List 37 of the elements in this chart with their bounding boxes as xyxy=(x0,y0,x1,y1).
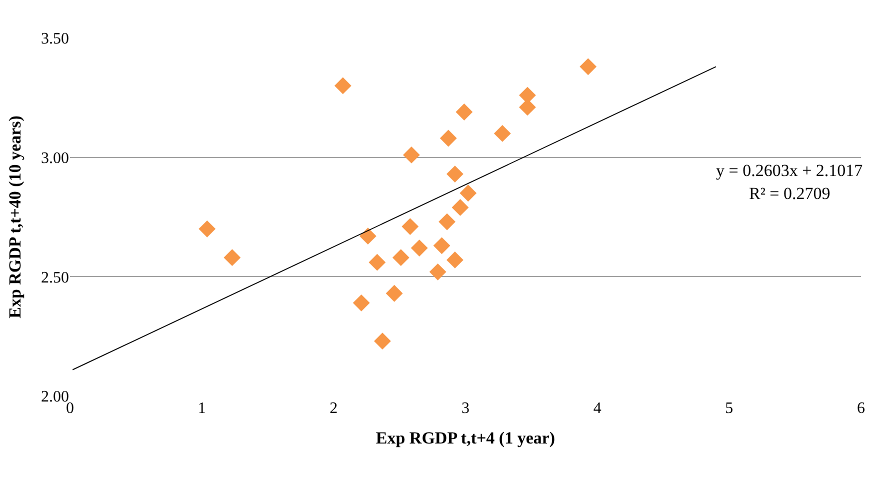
x-tick-label: 6 xyxy=(857,400,865,417)
point xyxy=(392,249,410,266)
x-tick-label: 2 xyxy=(330,400,338,417)
point xyxy=(580,58,597,76)
y-tick-label: 2.50 xyxy=(41,269,69,286)
point xyxy=(433,237,450,254)
point xyxy=(368,254,386,271)
point xyxy=(386,284,403,302)
x-tick-label: 0 xyxy=(66,400,74,417)
point xyxy=(460,184,477,202)
x-tick-label: 1 xyxy=(198,400,206,417)
x-tick-label: 3 xyxy=(462,400,470,417)
point xyxy=(410,240,428,256)
point xyxy=(334,77,352,94)
annotation: R² = 0.2709 xyxy=(749,184,830,203)
x-tick-label: 5 xyxy=(725,400,734,417)
point xyxy=(429,263,446,280)
x-axis-title: Exp RGDP t,t+4 (1 year) xyxy=(376,428,556,448)
point xyxy=(403,146,420,164)
y-axis-title: Exp RGDP t,t+40 (10 years) xyxy=(6,116,25,318)
y-tick-label: 3.50 xyxy=(41,30,69,48)
point xyxy=(359,228,376,245)
y-tick-label: 3.00 xyxy=(41,150,69,167)
annotation: y = 0.2603x + 2.1017 xyxy=(716,161,864,180)
point xyxy=(402,218,419,235)
point xyxy=(494,125,511,142)
point xyxy=(456,104,473,120)
point xyxy=(446,166,464,182)
point xyxy=(452,199,469,216)
x-tick-label: 4 xyxy=(593,400,602,417)
point xyxy=(440,130,457,147)
point xyxy=(374,332,391,350)
point xyxy=(438,213,456,230)
point xyxy=(198,220,216,238)
point xyxy=(446,252,464,268)
point xyxy=(224,249,241,266)
point xyxy=(352,294,370,312)
